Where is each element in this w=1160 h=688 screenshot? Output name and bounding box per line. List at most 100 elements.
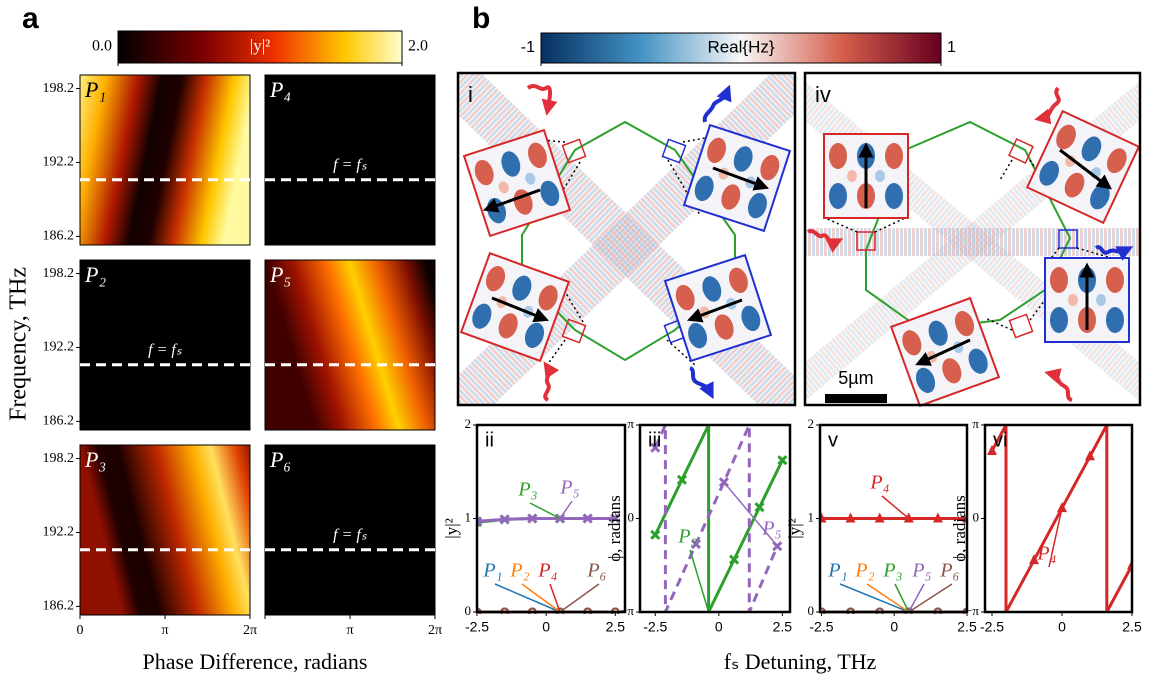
decoration <box>1094 245 1134 261</box>
decoration <box>543 361 560 402</box>
marker <box>777 455 788 466</box>
panel-label: v <box>828 429 838 451</box>
series-label: P₂ <box>854 560 874 582</box>
x-tick-label: 2.5 <box>957 619 977 635</box>
decoration <box>1025 109 1141 225</box>
heatmap <box>264 444 436 616</box>
heatmap <box>264 74 436 246</box>
decoration <box>1058 229 1078 249</box>
marker <box>1029 554 1039 565</box>
decoration <box>686 298 743 323</box>
map-title: P₆ <box>269 447 291 472</box>
x-tick-label: 0 <box>542 619 550 635</box>
y-axis-label: ϕ, radians <box>605 495 624 562</box>
decoration <box>1034 86 1061 125</box>
simulation-panel <box>803 71 1142 408</box>
y-tick-label: −π <box>965 603 979 618</box>
colorbar-tick-label: 0.0 <box>92 38 112 55</box>
decoration <box>663 253 773 363</box>
decoration <box>539 137 711 369</box>
heatmap <box>79 74 251 246</box>
series-label: P₅ <box>559 477 579 499</box>
x-tick-label: 0 <box>715 619 723 635</box>
marker <box>874 512 885 523</box>
series-label: P₃ <box>517 479 537 501</box>
colorbar-title: |y|² <box>250 36 270 55</box>
y-tick-label: 0 <box>808 603 815 618</box>
panel-label: iii <box>648 429 661 451</box>
fs-label: f = fₛ <box>333 526 368 543</box>
series-label: P₃ <box>677 526 697 548</box>
series-label: P₆ <box>939 560 959 582</box>
decoration <box>456 71 797 407</box>
y-axis-label: |y|² <box>442 518 461 538</box>
leader-line <box>494 583 561 613</box>
decoration <box>491 296 549 323</box>
x-axis-label: fₛ Detuning, THz <box>724 649 877 674</box>
decoration <box>521 120 736 362</box>
leader-line <box>521 583 561 613</box>
colorbar-tick-label: -1 <box>521 39 535 56</box>
decoration <box>661 138 687 164</box>
leader-line <box>866 583 910 613</box>
y-tick-label: 186.2 <box>43 229 75 244</box>
plot-frame <box>638 423 792 614</box>
panel-label: iv <box>815 82 831 107</box>
marker <box>582 513 593 524</box>
leader-line <box>894 583 910 613</box>
decoration <box>865 120 1072 332</box>
marker <box>690 539 701 550</box>
leader-line <box>559 500 573 519</box>
x-tick-label: -2.5 <box>980 619 1004 635</box>
decoration <box>459 251 571 363</box>
colorbar <box>540 32 942 64</box>
y-tick-label: 192.2 <box>43 525 75 540</box>
plot-frame <box>475 423 627 614</box>
decoration <box>1059 148 1112 190</box>
y-tick-label: 0 <box>465 603 472 618</box>
y-axis-label: ϕ, radians <box>950 495 969 562</box>
decoration <box>1044 257 1130 343</box>
x-tick-label: 2π <box>243 623 257 638</box>
colorbar-tick-label: 2.0 <box>408 38 428 55</box>
heatmap <box>79 444 251 616</box>
x-tick-label: π <box>161 623 168 638</box>
decoration <box>889 296 1001 408</box>
decoration <box>561 138 587 164</box>
map-title: P₄ <box>269 77 291 102</box>
decoration <box>1008 313 1034 339</box>
heatmap <box>264 259 436 431</box>
marker <box>676 474 688 485</box>
decoration <box>823 133 909 219</box>
x-tick-label: 2π <box>428 623 442 638</box>
y-tick-label: 186.2 <box>43 414 75 429</box>
x-tick-label: 0 <box>890 619 898 635</box>
heatmap <box>79 259 251 431</box>
marker <box>1057 502 1067 513</box>
marker <box>987 444 997 455</box>
series-label: P₁ <box>482 560 502 582</box>
map-title: P₅ <box>269 262 291 287</box>
panel-label: b <box>472 2 490 35</box>
x-tick-label: 2.5 <box>606 619 626 635</box>
y-tick-label: 198.2 <box>43 266 75 281</box>
y-tick-label: 1 <box>808 509 815 524</box>
panel-label: ii <box>485 429 494 451</box>
x-tick-label: 2.5 <box>773 619 793 635</box>
series-label: P₃ <box>882 560 902 582</box>
series-label: P₄ <box>869 472 889 494</box>
decoration <box>459 251 571 363</box>
decoration <box>689 366 714 400</box>
marker <box>477 516 483 527</box>
y-tick-label: π <box>972 416 979 431</box>
y-axis-label: |y|² <box>785 518 804 538</box>
x-tick-label: -2.5 <box>465 619 489 635</box>
colorbar <box>117 30 403 64</box>
x-tick-label: 0 <box>77 623 84 638</box>
plot-frame <box>983 423 1134 614</box>
map-title: P₂ <box>84 262 106 287</box>
x-tick-label: 0 <box>1058 619 1066 635</box>
x-axis-label: Phase Difference, radians <box>143 649 368 674</box>
marker <box>610 513 621 524</box>
y-tick-label: 2 <box>465 416 472 431</box>
